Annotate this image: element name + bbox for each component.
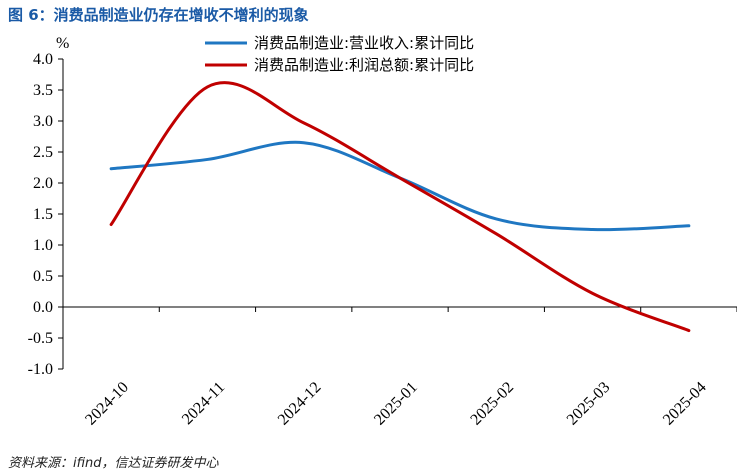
x-tick-labels: 2024-10 2024-11 2024-12 2025-01 2025-02 2025-…	[82, 379, 709, 429]
series-line-2	[109, 81, 691, 333]
x-tick-label: 2025-03	[564, 379, 614, 429]
y-tick-label: 3.5	[33, 82, 53, 99]
x-tick-label: 2024-12	[275, 379, 325, 429]
series-line-1	[109, 140, 691, 232]
y-tick-label: 4.0	[33, 51, 53, 68]
y-tick-label: 0.5	[33, 268, 53, 285]
y-tick-label: 2.0	[33, 175, 53, 192]
figure-title: 图 6：消费品制造业仍存在增收不增利的现象	[8, 6, 309, 24]
x-tick-label: 2024-11	[179, 379, 228, 428]
y-tick-label: 1.0	[33, 237, 53, 254]
y-tick-label: 3.0	[33, 113, 53, 130]
y-axis-unit: %	[56, 35, 69, 52]
y-tick-labels: 4.0 3.5 3.0 2.5 2.0 1.5 1.0 0.5 0.0 -0.5 -1.0	[28, 51, 53, 378]
legend-label-1: 消费品制造业:营业收入:累计同比	[254, 34, 474, 52]
y-tick-label: 1.5	[33, 206, 53, 223]
y-tick-label: 0.0	[33, 299, 53, 316]
x-tick-label: 2025-01	[371, 379, 421, 429]
x-tick-label: 2025-04	[660, 379, 710, 429]
legend-label-2: 消费品制造业:利润总额:累计同比	[254, 56, 474, 74]
y-tick-label: 2.5	[33, 144, 53, 161]
y-tick-label: -0.5	[28, 330, 53, 347]
x-tick-label: 2024-10	[82, 379, 132, 429]
y-tick-label: -1.0	[28, 361, 53, 378]
x-tick-label: 2025-02	[467, 379, 517, 429]
chart-axes	[58, 58, 737, 370]
source-note: 资料来源：ifind，信达证券研发中心	[8, 456, 219, 471]
series-lines	[109, 81, 691, 333]
